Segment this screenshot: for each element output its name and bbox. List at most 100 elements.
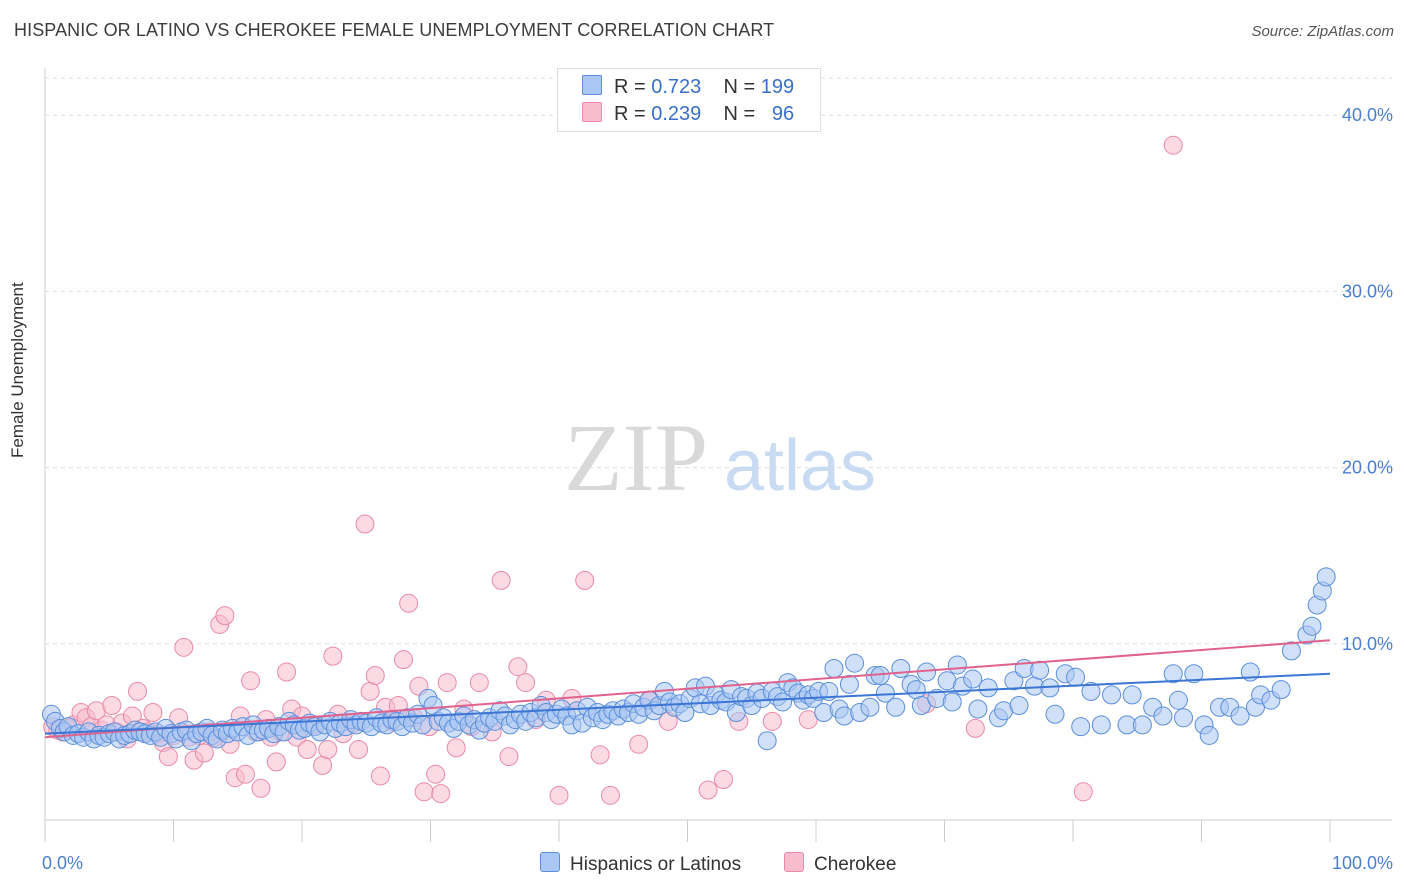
legend-row-hispanic: R = 0.723 N = 199 xyxy=(582,75,794,99)
cherokee-point xyxy=(241,671,261,691)
cherokee-point xyxy=(698,780,718,800)
source-label: Source: ZipAtlas.com xyxy=(1251,23,1394,40)
hispanic-point xyxy=(1184,664,1204,684)
hispanic-point xyxy=(1132,715,1152,735)
cherokee-point xyxy=(629,734,649,754)
x-tick-label: 0.0% xyxy=(42,853,83,873)
trend-lines xyxy=(44,639,1331,739)
cherokee-point xyxy=(1163,135,1183,155)
cherokee-point xyxy=(499,747,519,767)
y-tick-label: 10.0% xyxy=(1342,634,1393,654)
cherokee-point xyxy=(158,747,178,767)
hispanic-point xyxy=(1081,681,1101,701)
hispanic-point xyxy=(1271,680,1291,700)
cherokee-point xyxy=(600,785,620,805)
cherokee-point xyxy=(590,745,610,765)
hispanic-points xyxy=(41,567,1336,751)
cherokee-legend-swatch xyxy=(784,852,804,872)
correlation-legend: R = 0.723 N = 199 R = 0.239 N = 96 xyxy=(557,68,821,132)
hispanic-point xyxy=(1091,715,1111,735)
hispanic-point xyxy=(860,697,880,717)
x-tick-label: 100.0% xyxy=(1332,853,1393,873)
chart-title: HISPANIC OR LATINO VS CHEROKEE FEMALE UN… xyxy=(14,20,775,40)
cherokee-point xyxy=(370,766,390,786)
cherokee-point xyxy=(469,673,489,693)
r-value: 0.239 xyxy=(651,103,702,125)
cherokee-point xyxy=(516,673,536,693)
grid-lines xyxy=(45,77,1392,645)
cherokee-point xyxy=(128,681,148,701)
watermark-zip: ZIP xyxy=(564,404,708,511)
cherokee-point xyxy=(349,740,369,760)
cherokee-point xyxy=(235,764,255,784)
hispanic-point xyxy=(942,692,962,712)
y-tick-label: 40.0% xyxy=(1342,105,1393,125)
cherokee-point xyxy=(394,650,414,670)
hispanic-point xyxy=(891,658,911,678)
hispanic-point xyxy=(845,653,865,673)
hispanic-point xyxy=(1122,685,1142,705)
cherokee-point xyxy=(297,740,317,760)
hispanic-point xyxy=(1281,641,1301,661)
hispanic-point xyxy=(1009,695,1029,715)
cherokee-point xyxy=(102,695,122,715)
cherokee-point xyxy=(575,570,595,590)
cherokee-legend-label: Cherokee xyxy=(814,854,897,875)
cherokee-point xyxy=(277,662,297,682)
cherokee-swatch xyxy=(582,102,602,122)
cherokee-point xyxy=(355,514,375,534)
hispanic-point xyxy=(963,669,983,689)
cherokee-point xyxy=(414,782,434,802)
cherokee-point xyxy=(399,593,419,613)
cherokee-point xyxy=(365,666,385,686)
hispanic-point xyxy=(839,674,859,694)
hispanic-point xyxy=(819,681,839,701)
hispanic-swatch xyxy=(582,75,602,95)
hispanic-point xyxy=(1045,704,1065,724)
n-value: 96 xyxy=(771,103,795,125)
watermark: ZIP atlas xyxy=(564,404,876,511)
hispanic-point xyxy=(978,678,998,698)
cherokee-point xyxy=(713,769,733,789)
cherokee-point xyxy=(549,785,569,805)
cherokee-point xyxy=(762,711,782,731)
r-label: R = xyxy=(614,76,646,98)
y-tick-label: 30.0% xyxy=(1342,281,1393,301)
hispanic-point xyxy=(1066,667,1086,687)
hispanic-point xyxy=(886,697,906,717)
tick-labels: 10.0% 20.0% 30.0% 40.0% 0.0% 100.0% xyxy=(42,105,1393,873)
cherokee-point xyxy=(437,673,457,693)
hispanic-point xyxy=(906,680,926,700)
hispanic-point xyxy=(1302,616,1322,636)
cherokee-point xyxy=(446,738,466,758)
cherokee-point xyxy=(965,718,985,738)
hispanic-point xyxy=(1071,717,1091,737)
hispanic-point xyxy=(814,703,834,723)
cherokee-point xyxy=(360,681,380,701)
hispanic-point xyxy=(947,655,967,675)
cherokee-point xyxy=(174,637,194,657)
axes xyxy=(44,68,1392,842)
hispanic-point xyxy=(1199,725,1219,745)
cherokee-point xyxy=(266,752,286,772)
cherokee-point xyxy=(323,646,343,666)
cherokee-trend-line xyxy=(44,639,1331,739)
legend-item-cherokee: Cherokee xyxy=(784,852,896,876)
hispanic-point xyxy=(757,731,777,751)
hispanic-point xyxy=(1230,706,1250,726)
hispanic-point xyxy=(1004,671,1024,691)
cherokee-point xyxy=(426,764,446,784)
n-label: N = xyxy=(723,103,756,125)
hispanic-point xyxy=(911,695,931,715)
n-label: N = xyxy=(723,76,756,98)
cherokee-point xyxy=(491,570,511,590)
r-value: 0.723 xyxy=(651,76,702,98)
hispanic-point xyxy=(1163,664,1183,684)
hispanic-point xyxy=(824,658,844,678)
hispanic-legend-swatch xyxy=(540,852,560,872)
cherokee-point xyxy=(508,657,528,677)
hispanic-point xyxy=(1316,567,1336,587)
legend-row-cherokee: R = 0.239 N = 96 xyxy=(582,102,794,126)
cherokee-point xyxy=(194,743,214,763)
